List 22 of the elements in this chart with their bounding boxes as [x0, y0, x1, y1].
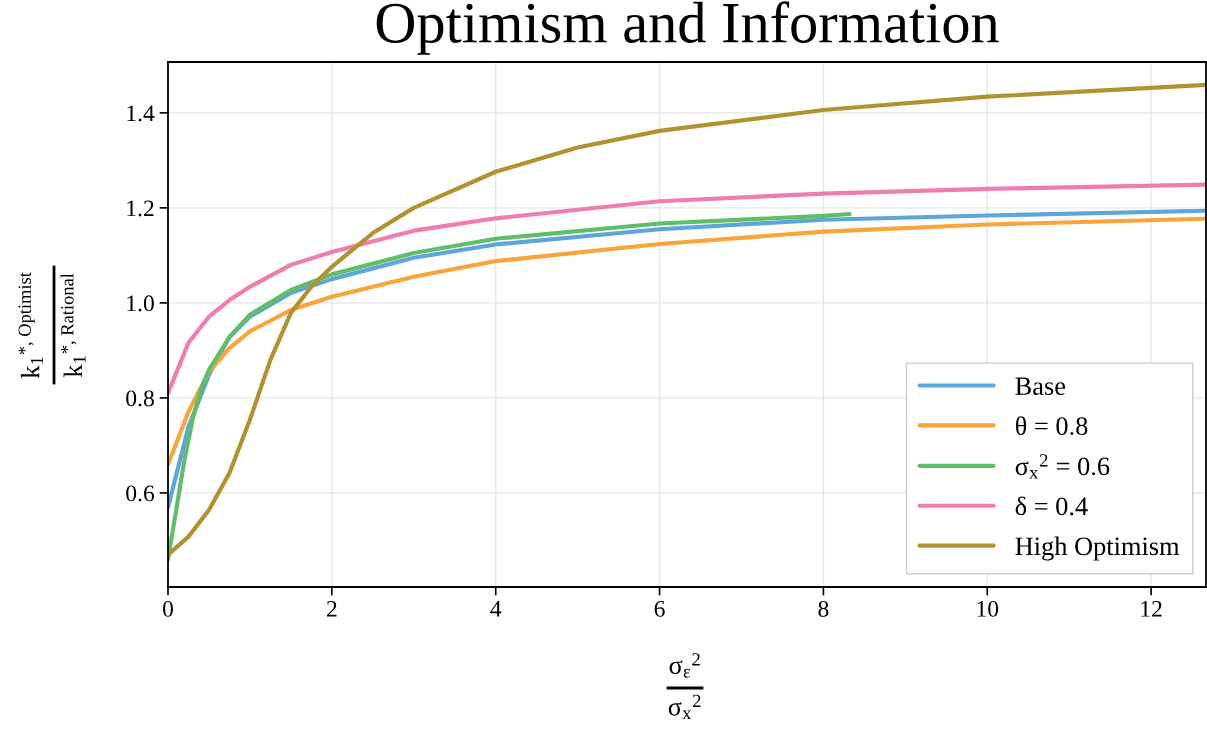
- legend-label: σ$_{x}$$^{2}$ = 0.6: [1015, 454, 1110, 479]
- legend-label: Base: [1015, 377, 1066, 396]
- chart-title: Optimism and Information: [376, 1, 999, 55]
- x-tick-label: 12: [1141, 600, 1162, 617]
- y-tick-label: 1.0: [127, 295, 154, 312]
- text: k$_{1}$$^{*, Optimist}$ k$_{1}$$^{*, Rational}$: [18, 272, 86, 379]
- x-tick-label: 0: [163, 600, 173, 617]
- legend-label: High Optimism: [1015, 536, 1180, 561]
- legend-label: δ = 0.4: [1015, 496, 1088, 516]
- x-tick-label: 6: [654, 600, 665, 617]
- x-tick-label: 2: [326, 600, 337, 617]
- legend-label: θ = 0.8: [1015, 416, 1088, 436]
- line-series: [168, 211, 852, 562]
- text: σ$_{ε}$$^{2}$ σ$_{x}$$^{2}$: [668, 653, 701, 720]
- y-tick-label: 0.8: [126, 390, 154, 407]
- x-tick-label: 10: [977, 600, 999, 617]
- x-tick-label: 8: [818, 600, 829, 617]
- y-tick-label: 1.4: [127, 105, 155, 122]
- y-tick-label: 1.2: [127, 200, 154, 217]
- y-tick-label: 0.6: [126, 485, 155, 502]
- line-series: [168, 182, 1206, 396]
- x-tick-label: 4: [490, 601, 502, 617]
